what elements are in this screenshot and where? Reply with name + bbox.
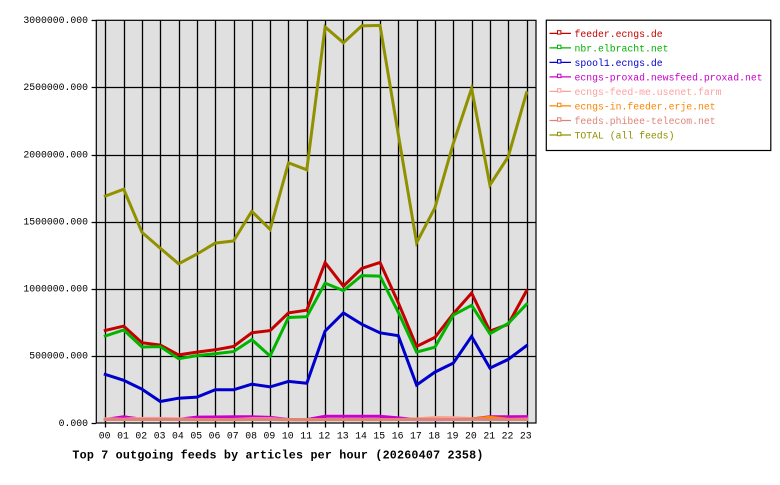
svg-text:ecngs-proxad.newsfeed.proxad.n: ecngs-proxad.newsfeed.proxad.net [575, 72, 763, 83]
svg-text:10: 10 [282, 430, 294, 441]
svg-text:00: 00 [99, 430, 111, 441]
svg-text:16: 16 [392, 430, 404, 441]
svg-text:TOTAL (all feeds): TOTAL (all feeds) [575, 131, 675, 142]
svg-text:07: 07 [227, 430, 239, 441]
svg-text:23: 23 [520, 430, 532, 441]
svg-text:ecngs-in.feeder.erje.net: ecngs-in.feeder.erje.net [575, 101, 716, 112]
svg-text:18: 18 [428, 430, 440, 441]
svg-text:11: 11 [300, 430, 312, 441]
svg-text:Top 7 outgoing feeds by articl: Top 7 outgoing feeds by articles per hou… [72, 449, 483, 463]
svg-text:06: 06 [209, 430, 221, 441]
svg-text:21: 21 [483, 430, 495, 441]
svg-text:02: 02 [135, 430, 147, 441]
svg-text:04: 04 [172, 430, 184, 441]
svg-text:500000.000: 500000.000 [29, 351, 88, 362]
svg-text:20: 20 [465, 430, 477, 441]
svg-text:2500000.000: 2500000.000 [23, 82, 88, 93]
svg-text:spool1.ecngs.de: spool1.ecngs.de [575, 58, 663, 69]
svg-text:3000000.000: 3000000.000 [23, 15, 88, 26]
svg-text:03: 03 [154, 430, 166, 441]
svg-text:13: 13 [337, 430, 349, 441]
svg-text:ecngs-feed-me.usenet.farm: ecngs-feed-me.usenet.farm [575, 87, 722, 98]
svg-text:1000000.000: 1000000.000 [23, 284, 88, 295]
svg-text:0.000: 0.000 [59, 418, 89, 429]
svg-text:17: 17 [410, 430, 422, 441]
svg-text:05: 05 [190, 430, 202, 441]
svg-text:22: 22 [502, 430, 514, 441]
svg-text:15: 15 [373, 430, 385, 441]
svg-text:19: 19 [447, 430, 459, 441]
svg-text:14: 14 [355, 430, 367, 441]
svg-text:2000000.000: 2000000.000 [23, 149, 88, 160]
svg-text:feeds.phibee-telecom.net: feeds.phibee-telecom.net [575, 116, 716, 127]
svg-text:1500000.000: 1500000.000 [23, 217, 88, 228]
svg-text:08: 08 [245, 430, 257, 441]
svg-text:09: 09 [264, 430, 276, 441]
svg-text:01: 01 [117, 430, 129, 441]
svg-text:nbr.elbracht.net: nbr.elbracht.net [575, 43, 669, 54]
svg-text:12: 12 [319, 430, 331, 441]
svg-text:feeder.ecngs.de: feeder.ecngs.de [575, 29, 663, 40]
